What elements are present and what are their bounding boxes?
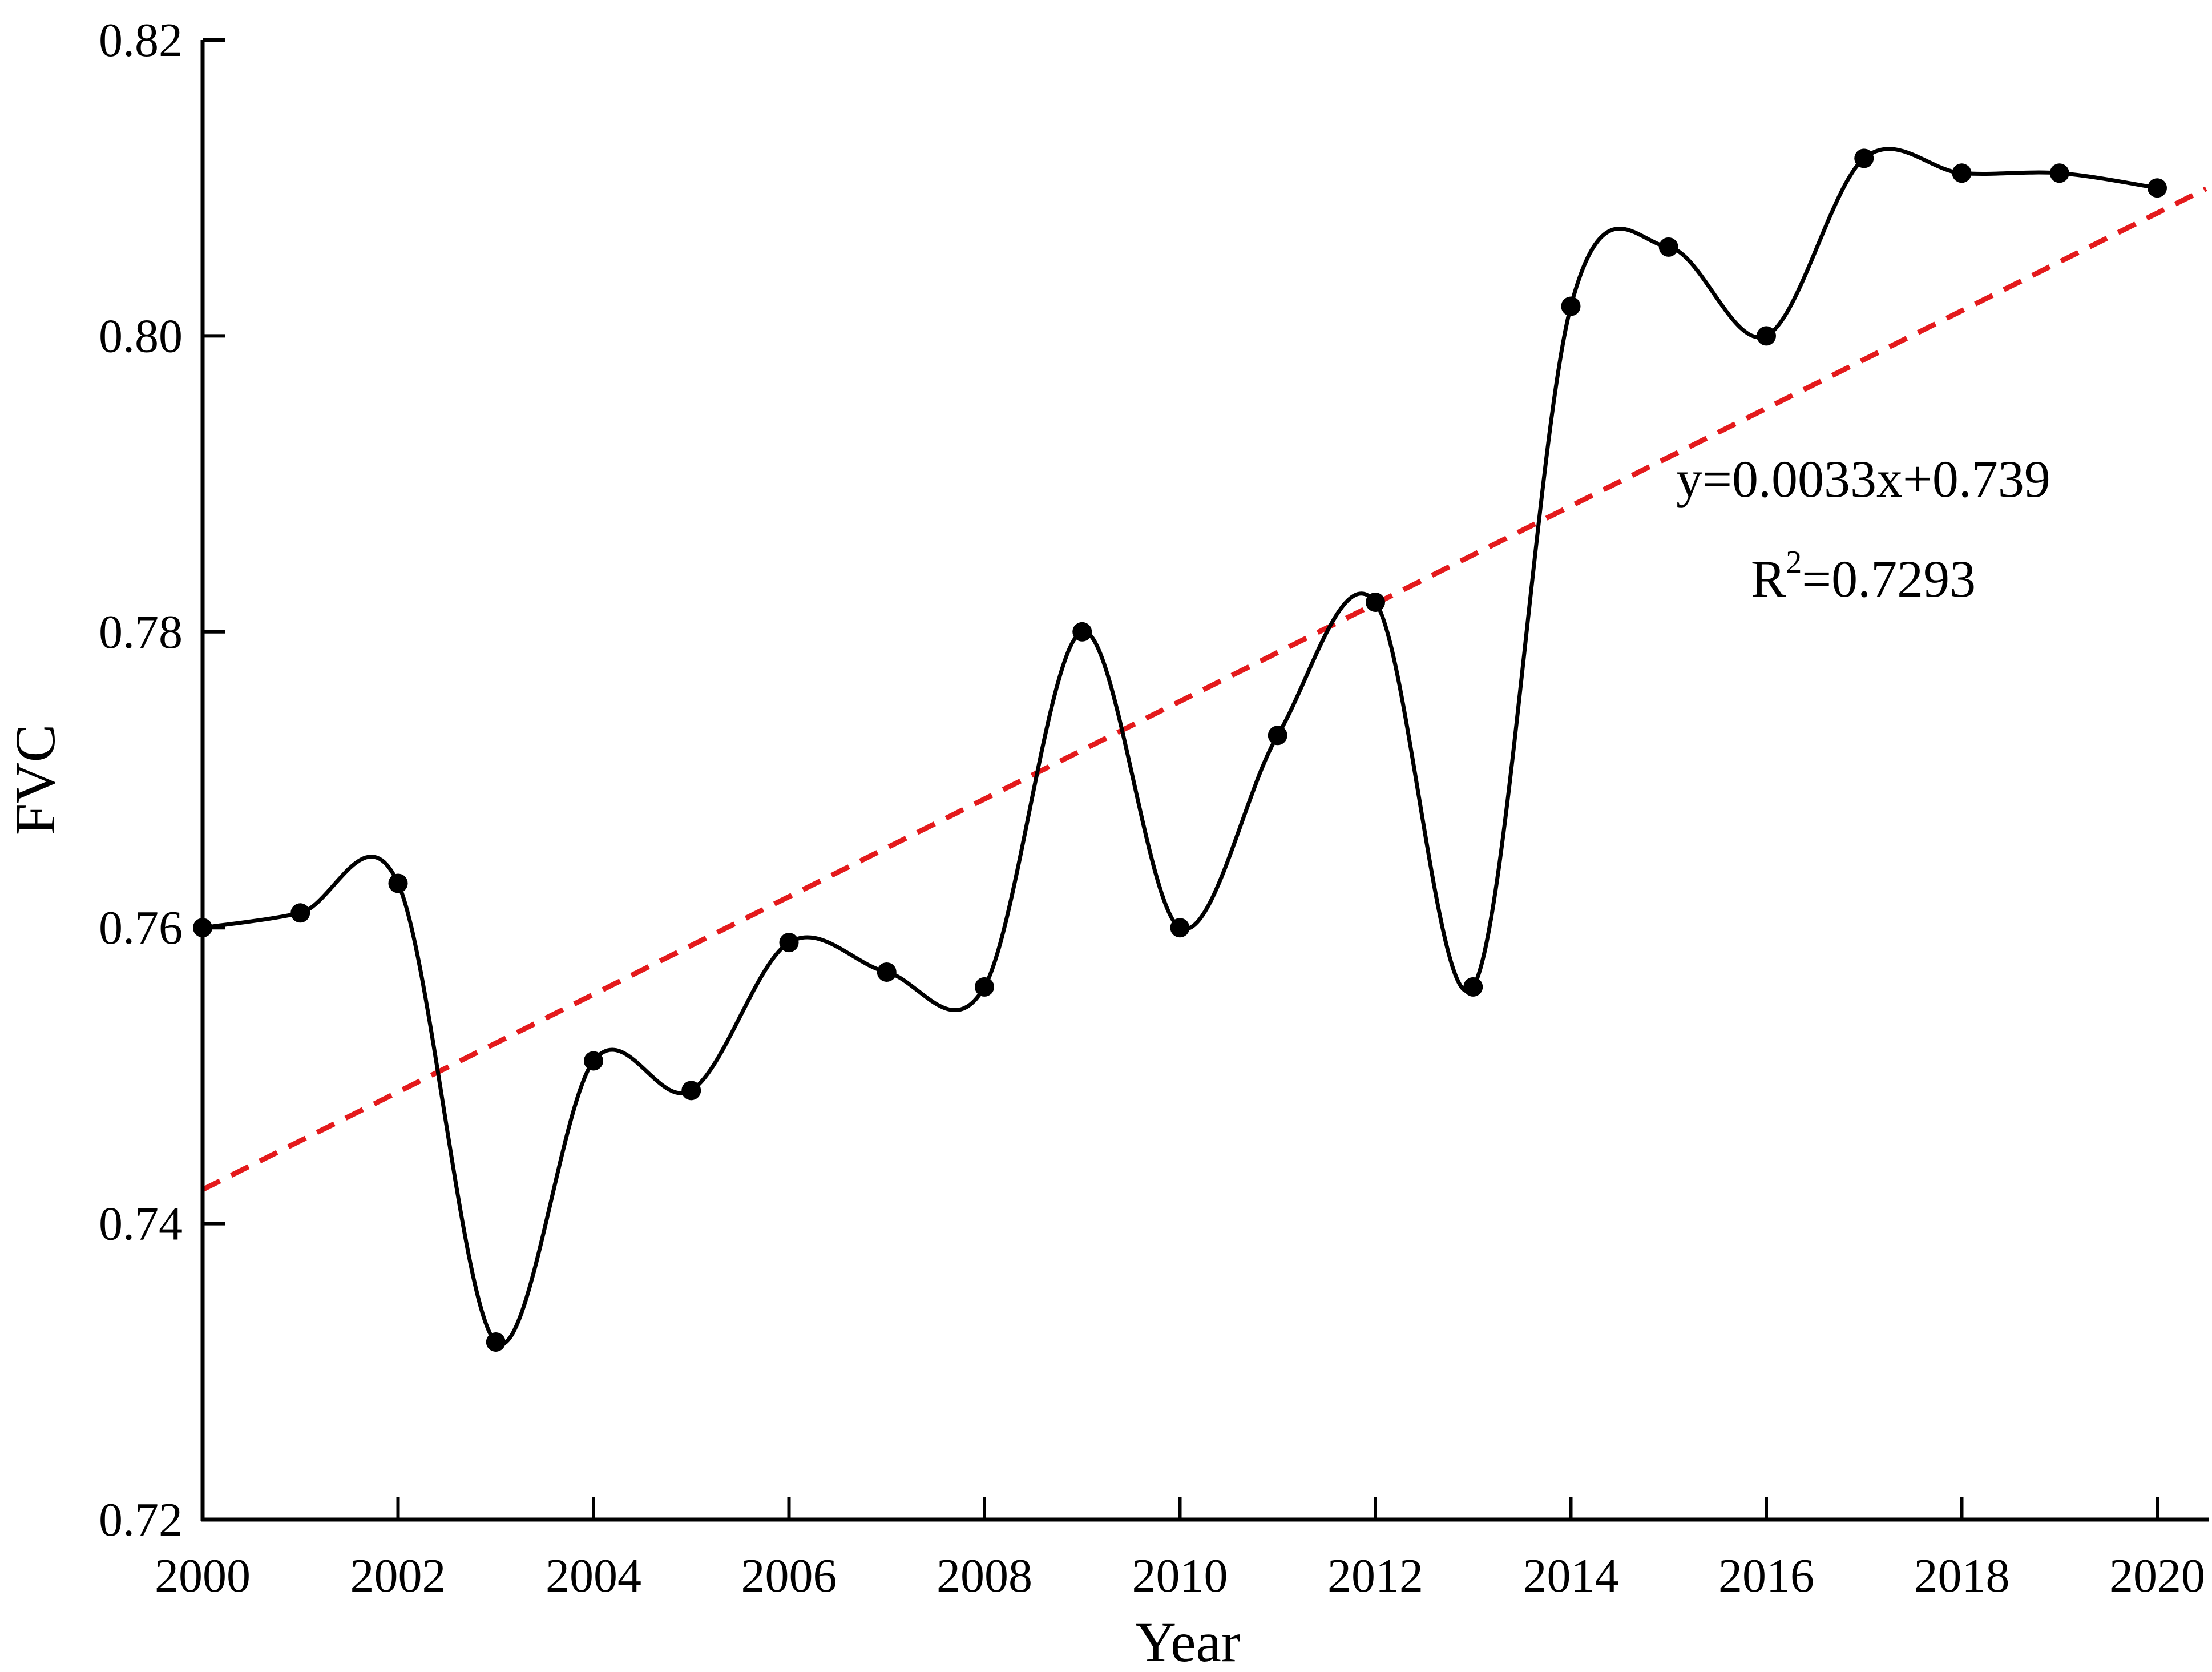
x-tick-label: 2018	[1914, 1549, 2010, 1602]
data-point	[584, 1051, 603, 1071]
data-point-layer	[193, 148, 2167, 1352]
y-tick-label: 0.76	[99, 901, 183, 954]
y-tick-label: 0.82	[99, 14, 183, 67]
data-point	[1072, 622, 1092, 642]
data-point	[681, 1081, 701, 1101]
x-tick-label: 2002	[350, 1549, 446, 1602]
y-tick-label: 0.74	[99, 1198, 183, 1251]
x-tick-label: 2006	[741, 1549, 837, 1602]
data-point	[1268, 726, 1287, 746]
data-point	[779, 933, 799, 953]
axes	[200, 40, 2209, 1522]
fvc-series-line	[202, 147, 2158, 1347]
x-axis-title: Year	[1135, 1610, 1240, 1672]
data-point	[1561, 296, 1581, 316]
data-point	[1952, 163, 1972, 183]
r-squared-label: R2=0.7293	[1751, 545, 1976, 608]
trendline	[201, 186, 2207, 1192]
y-tick-label: 0.80	[99, 309, 183, 362]
y-tick-label: 0.78	[99, 606, 183, 659]
r-squared-exponent: 2	[1786, 545, 1802, 580]
data-point	[1463, 977, 1483, 997]
r-squared-prefix: R	[1751, 550, 1786, 608]
data-point	[1170, 918, 1190, 938]
x-tick-label: 2000	[155, 1549, 251, 1602]
data-point	[2148, 178, 2167, 198]
data-point	[388, 873, 408, 893]
data-point	[975, 977, 994, 997]
data-point	[290, 903, 310, 923]
y-axis-title: FVC	[3, 724, 67, 836]
y-ticks: 0.72 0.74 0.76 0.78 0.80 0.82	[99, 14, 225, 1546]
r-squared-value: =0.7293	[1802, 550, 1976, 608]
x-ticks: 2000 2002 2004 2006 2008 2010 2012 2014 2016 2018…	[155, 1497, 2205, 1602]
data-point	[1658, 237, 1678, 257]
series-curve-layer	[202, 147, 2158, 1347]
x-tick-label: 2004	[546, 1549, 641, 1602]
x-tick-label: 2010	[1132, 1549, 1228, 1602]
data-point	[1854, 148, 1874, 168]
data-point	[877, 962, 897, 982]
x-tick-label: 2016	[1718, 1549, 1814, 1602]
data-point	[486, 1332, 506, 1352]
x-tick-label: 2012	[1327, 1549, 1423, 1602]
trend-equation: y=0.0033x+0.739	[1676, 450, 2050, 508]
data-point	[2049, 163, 2069, 183]
data-point	[1366, 592, 1385, 612]
y-tick-label: 0.72	[99, 1493, 183, 1546]
data-point	[1757, 326, 1776, 346]
x-tick-label: 2008	[937, 1549, 1032, 1602]
trendline-layer	[201, 186, 2207, 1192]
x-tick-label: 2014	[1523, 1549, 1619, 1602]
x-tick-label: 2020	[2109, 1549, 2205, 1602]
